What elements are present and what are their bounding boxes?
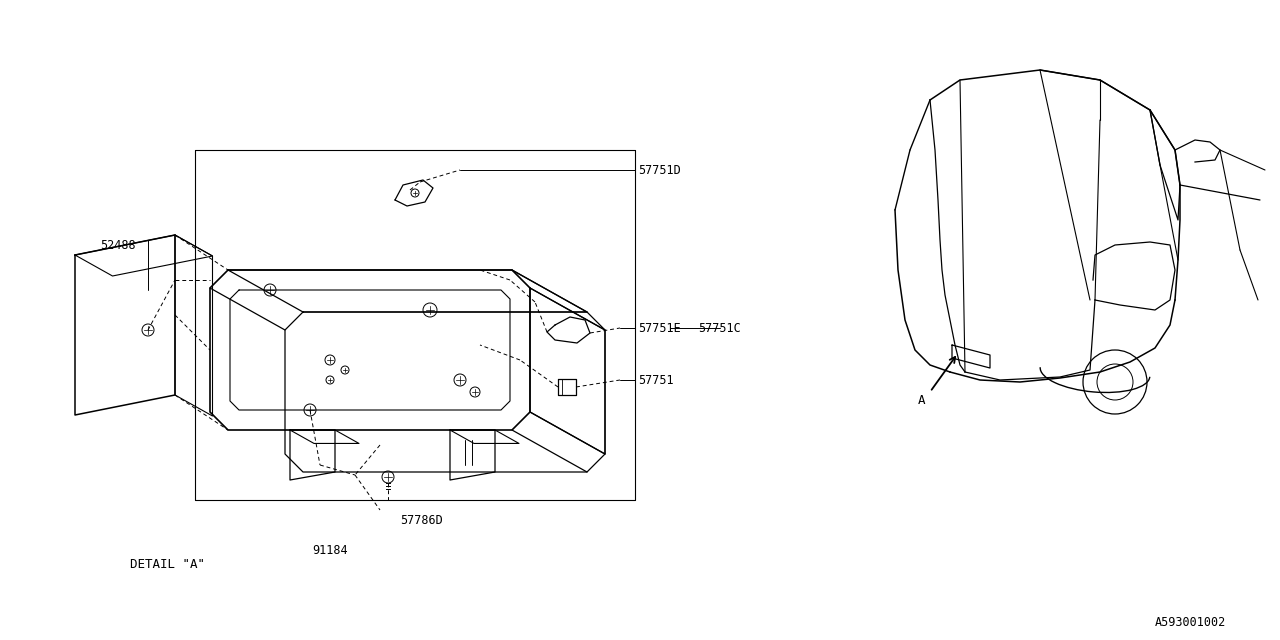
- Text: 57751D: 57751D: [637, 163, 681, 177]
- Text: 57786D: 57786D: [401, 513, 443, 527]
- Text: 57751: 57751: [637, 374, 673, 387]
- Text: 52488: 52488: [100, 239, 136, 252]
- Text: 57751C: 57751C: [698, 321, 741, 335]
- Text: A: A: [918, 394, 925, 406]
- Text: 91184: 91184: [312, 543, 348, 557]
- Text: 57751E: 57751E: [637, 321, 681, 335]
- Text: A593001002: A593001002: [1155, 616, 1226, 628]
- Text: DETAIL "A": DETAIL "A": [131, 559, 205, 572]
